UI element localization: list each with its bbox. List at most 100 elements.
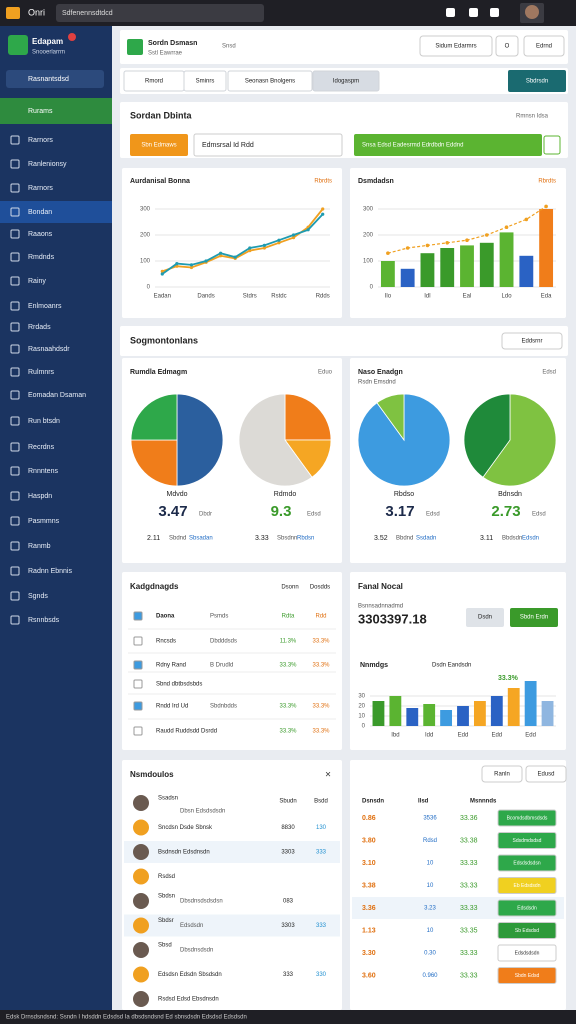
nav-icon	[10, 135, 20, 145]
header-button[interactable]	[523, 35, 565, 57]
nav-item[interactable]: Rmdnds	[28, 254, 55, 261]
chart-card	[122, 168, 342, 318]
row-highlight	[124, 914, 340, 937]
pie-slice	[463, 393, 511, 478]
button-text: Sidum Edarmrs	[435, 44, 476, 50]
row-avatar	[133, 942, 149, 958]
top-icon[interactable]	[490, 8, 499, 17]
button-text: Ranln	[494, 772, 510, 778]
row-value: 33.3%	[279, 704, 297, 710]
nav-icon	[10, 183, 20, 193]
selector[interactable]	[6, 70, 104, 88]
button[interactable]	[510, 608, 558, 627]
nav-item[interactable]: Rsnnbsds	[28, 617, 60, 624]
nav-item[interactable]: Rarnors	[28, 185, 53, 192]
x-tick-label: Ilo	[385, 294, 392, 300]
top-icon[interactable]	[446, 8, 455, 17]
cell: 0.960	[422, 973, 438, 979]
nav-item[interactable]: Rnnntens	[28, 468, 58, 475]
row-avatar	[133, 819, 149, 836]
pie-slice	[284, 393, 332, 441]
nav-item[interactable]: Radnn Ebnnis	[28, 568, 72, 575]
nav-item[interactable]: Pasmmns	[28, 518, 60, 525]
row-name: Ssadsn	[158, 796, 178, 802]
foot-link[interactable]: Rbdsn	[297, 536, 314, 542]
point	[204, 259, 208, 263]
nav-item[interactable]: Bondan	[28, 209, 52, 216]
input[interactable]	[193, 133, 343, 157]
pie-slice	[130, 439, 178, 487]
search-box[interactable]	[56, 4, 264, 22]
bar	[490, 696, 503, 726]
pie-stat: 2.73	[491, 503, 520, 520]
row-name: Edsdsn Edsdn Sbsdsdn	[158, 972, 222, 978]
row-avatar	[133, 966, 149, 983]
nav-item[interactable]: Haspdn	[28, 493, 52, 500]
row-avatar	[133, 844, 149, 860]
pie-label: Rbdso	[394, 491, 414, 498]
tab[interactable]	[312, 70, 380, 92]
header-button[interactable]	[419, 35, 493, 57]
nav-item[interactable]: Sgnds	[28, 593, 48, 600]
cell: 33.33	[460, 972, 478, 979]
header-button[interactable]	[495, 35, 519, 57]
nav-item[interactable]: Ranmb	[28, 543, 51, 550]
foot-value: 3.52	[374, 535, 388, 542]
badge-text: Sb Edsdsd	[515, 928, 539, 934]
nav-item[interactable]: Rarnors	[28, 137, 53, 144]
section-title: Sordan Dbinta	[130, 110, 192, 120]
banner-icon[interactable]	[543, 135, 561, 155]
foot-link[interactable]: Ssdadn	[416, 536, 436, 542]
x-tick-label: Edd	[525, 733, 536, 739]
card-title: Nsmdoulos	[130, 770, 174, 779]
y-tick-label: 300	[363, 207, 374, 213]
cell: Rdsd	[423, 838, 437, 844]
tab[interactable]	[227, 70, 313, 92]
pie-slice	[130, 393, 178, 441]
button[interactable]	[466, 608, 504, 627]
bar	[539, 209, 554, 287]
nav-item[interactable]: Run btsdn	[28, 418, 60, 425]
nav-item[interactable]: Enlmoanrs	[28, 303, 62, 310]
nav-icon	[10, 491, 20, 501]
top-icon[interactable]	[469, 8, 478, 17]
cell: 0.86	[362, 815, 376, 822]
point	[248, 246, 252, 250]
nav-item[interactable]: Recrdns	[28, 444, 55, 451]
nav-item[interactable]: Rainy	[28, 278, 46, 285]
pie-slice	[176, 393, 224, 487]
status-text: Edsk Drnsdsndsnd: Ssndn I hdsddn Edsdsd …	[6, 1015, 247, 1021]
nav-item[interactable]: Raaons	[28, 231, 53, 238]
button[interactable]	[501, 332, 563, 350]
bar	[541, 701, 554, 726]
y-tick-label: 0	[370, 285, 374, 291]
nav-icon	[10, 466, 20, 476]
close-icon[interactable]: ×	[325, 770, 331, 781]
banner-text: Snsa Edsd Eadesrmd Edrdbdn Eddnd	[362, 143, 463, 149]
point	[277, 241, 281, 245]
primary-button[interactable]	[130, 134, 188, 156]
badge-text: Edsdsdn	[517, 905, 537, 911]
row-name: Rsdsd	[158, 874, 175, 880]
action-button[interactable]	[508, 70, 566, 92]
selector-text: Rasnantsdsd	[28, 76, 69, 83]
nav-item[interactable]: Rrdads	[28, 324, 51, 331]
cell: 33.35	[460, 927, 478, 934]
row-icon	[133, 701, 143, 711]
tab[interactable]	[183, 70, 227, 92]
bar	[519, 255, 534, 287]
nav-item[interactable]: Ranlenionsy	[28, 161, 67, 168]
point	[175, 262, 179, 266]
nav-item[interactable]: Rasnaahdsdr	[28, 346, 70, 353]
bar	[440, 710, 453, 726]
badge-text: Edsdsdsdn	[515, 950, 540, 956]
nav-item[interactable]: Eomadan Dsaman	[28, 392, 86, 399]
button[interactable]	[525, 765, 567, 783]
chart-title: Aurdanisal Bonna	[130, 178, 190, 185]
foot-link[interactable]: Edsdn	[522, 536, 539, 542]
row-value: 333	[283, 972, 294, 978]
nav-item[interactable]: Rulmnrs	[28, 369, 55, 376]
nav-active[interactable]	[0, 98, 112, 124]
foot-link[interactable]: Sbsadan	[189, 536, 213, 542]
button[interactable]	[481, 765, 523, 783]
